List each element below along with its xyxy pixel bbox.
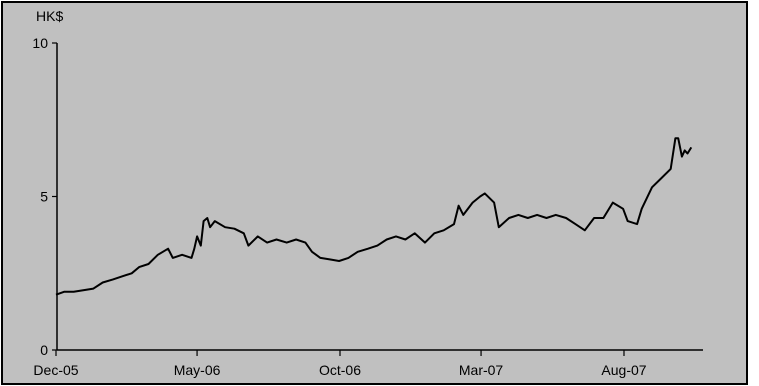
x-tick-label: Aug-07 <box>601 362 646 378</box>
y-tick-label: 10 <box>32 35 48 51</box>
chart-frame <box>1 1 748 385</box>
x-tick-label: May-06 <box>174 362 221 378</box>
plot-background <box>2 2 747 384</box>
x-tick-label: Mar-07 <box>459 362 504 378</box>
y-axis-unit-label: HK$ <box>36 8 63 24</box>
x-axis: Dec-05 May-06 Oct-06 Mar-07 Aug-07 <box>33 349 703 378</box>
series-group <box>55 137 693 296</box>
y-axis: 0 5 10 <box>32 35 58 358</box>
y-tick-label: 0 <box>40 342 48 358</box>
x-tick-label: Dec-05 <box>33 362 78 378</box>
y-tick-label: 5 <box>40 189 48 205</box>
series-line <box>55 137 693 296</box>
x-tick-label: Oct-06 <box>319 362 361 378</box>
